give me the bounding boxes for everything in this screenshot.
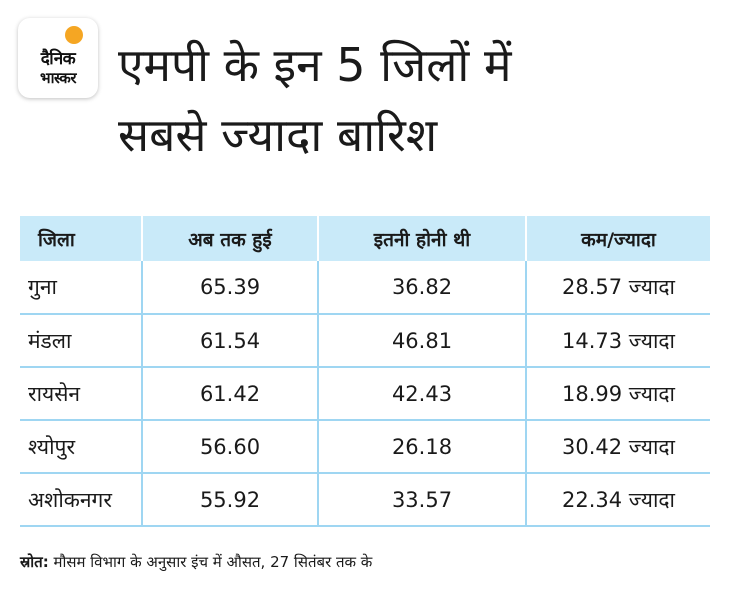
table-row: अशोकनगर 55.92 33.57 22.34 ज्यादा	[20, 473, 710, 527]
cell-diff: 14.73 ज्यादा	[525, 314, 710, 368]
cell-district: मंडला	[20, 314, 142, 368]
headline: एमपी के इन 5 जिलों में सबसे ज्यादा बारिश	[118, 30, 718, 170]
cell-expected: 33.57	[317, 473, 526, 527]
cell-actual: 55.92	[141, 473, 318, 527]
cell-district: गुना	[20, 261, 142, 315]
logo-text-line1: दैनिक	[40, 49, 76, 69]
source-text: मौसम विभाग के अनुसार इंच में औसत, 27 सित…	[48, 553, 373, 571]
header-district: जिला	[20, 216, 142, 261]
cell-diff: 22.34 ज्यादा	[525, 473, 710, 527]
cell-district: श्योपुर	[20, 420, 142, 474]
cell-diff: 18.99 ज्यादा	[525, 367, 710, 421]
cell-actual: 65.39	[141, 261, 318, 315]
table-row: श्योपुर 56.60 26.18 30.42 ज्यादा	[20, 420, 710, 474]
cell-actual: 61.42	[141, 367, 318, 421]
header-actual: अब तक हुई	[141, 216, 318, 261]
dainik-bhaskar-logo: दैनिक भास्कर	[18, 18, 98, 98]
header-diff: कम/ज्यादा	[525, 216, 710, 261]
header-expected: इतनी होनी थी	[317, 216, 526, 261]
table-row: गुना 65.39 36.82 28.57 ज्यादा	[20, 261, 710, 315]
cell-expected: 36.82	[317, 261, 526, 315]
headline-line1: एमपी के इन 5 जिलों में	[118, 38, 512, 92]
cell-actual: 61.54	[141, 314, 318, 368]
source-label: स्रोत:	[20, 553, 49, 571]
source-note: स्रोत: मौसम विभाग के अनुसार इंच में औसत,…	[20, 552, 372, 572]
cell-diff: 30.42 ज्यादा	[525, 420, 710, 474]
rainfall-table: जिला अब तक हुई इतनी होनी थी कम/ज्यादा गु…	[20, 216, 710, 527]
cell-district: रायसेन	[20, 367, 142, 421]
table-row: रायसेन 61.42 42.43 18.99 ज्यादा	[20, 367, 710, 421]
sun-icon	[65, 26, 83, 44]
table-row: मंडला 61.54 46.81 14.73 ज्यादा	[20, 314, 710, 368]
cell-actual: 56.60	[141, 420, 318, 474]
cell-diff: 28.57 ज्यादा	[525, 261, 710, 315]
cell-expected: 42.43	[317, 367, 526, 421]
headline-line2: सबसे ज्यादा बारिश	[118, 108, 438, 162]
cell-district: अशोकनगर	[20, 473, 142, 527]
cell-expected: 26.18	[317, 420, 526, 474]
table-header-row: जिला अब तक हुई इतनी होनी थी कम/ज्यादा	[20, 216, 710, 261]
cell-expected: 46.81	[317, 314, 526, 368]
logo-text-line2: भास्कर	[40, 69, 76, 87]
